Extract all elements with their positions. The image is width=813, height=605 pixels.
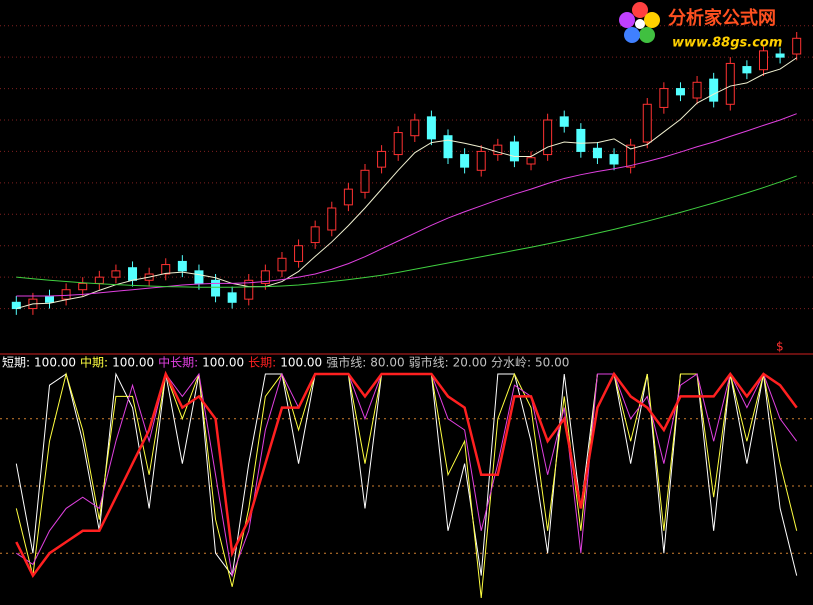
candle-body xyxy=(642,103,652,143)
legend-entry: 100.00 xyxy=(34,356,76,370)
legend-entry: 长期: xyxy=(248,356,276,370)
candle-body xyxy=(177,260,187,272)
candle-body xyxy=(244,279,254,300)
candle-body xyxy=(227,292,237,303)
candle-body xyxy=(45,295,55,303)
candle-body xyxy=(493,144,503,156)
legend-entry: 50.00 xyxy=(535,356,569,370)
candle-body xyxy=(509,141,519,162)
candle-body xyxy=(709,78,719,102)
candle-body xyxy=(426,116,436,140)
legend-entry: 100.00 xyxy=(280,356,322,370)
candle-body xyxy=(377,150,387,168)
candle-body xyxy=(592,147,602,159)
ma-line xyxy=(16,175,797,288)
ma-line xyxy=(16,57,797,310)
logo-center xyxy=(635,19,645,29)
candle-body xyxy=(460,154,470,168)
candle-body xyxy=(294,245,304,262)
logo-title: 分析家公式网 xyxy=(668,7,776,29)
candle-body xyxy=(61,289,71,300)
candle-body xyxy=(758,50,768,71)
candle-body xyxy=(626,144,636,168)
candle-body xyxy=(94,276,104,284)
logo-petal xyxy=(619,12,635,28)
legend-entry: 100.00 xyxy=(202,356,244,370)
candle-body xyxy=(692,81,702,99)
legend-entry: 20.00 xyxy=(453,356,487,370)
logo-url: www.88gs.com xyxy=(672,36,782,51)
candle-body xyxy=(211,279,221,297)
legend-entry: 100.00 xyxy=(112,356,154,370)
candle-body xyxy=(128,267,138,281)
ma-line xyxy=(16,113,797,297)
indicator-line xyxy=(15,372,798,577)
candle-body xyxy=(161,264,171,275)
candle-body xyxy=(327,207,337,231)
candle-body xyxy=(576,128,586,152)
legend-entry: 强市线: xyxy=(326,355,366,370)
candle-body xyxy=(742,66,752,74)
candle-body xyxy=(443,135,453,159)
candle-body xyxy=(543,119,553,156)
candle-body xyxy=(526,157,536,165)
legend-entry: 中长期: xyxy=(158,355,198,370)
logo: 分析家公式网 www.88gs.com xyxy=(619,2,782,51)
candle-body xyxy=(725,62,735,105)
candle-body xyxy=(310,226,320,244)
legend-entry: 分水岭: xyxy=(491,356,531,370)
candle-body xyxy=(111,270,121,278)
marker: $ xyxy=(776,340,784,354)
candle-body xyxy=(78,282,88,291)
legend-entry: 80.00 xyxy=(370,356,404,370)
candle-body xyxy=(277,257,287,272)
candle-body xyxy=(675,88,685,96)
logo-petal xyxy=(624,27,640,43)
candle-body xyxy=(393,132,403,156)
candle-body xyxy=(792,37,802,55)
candle-body xyxy=(609,154,619,165)
candle-body xyxy=(410,119,420,137)
candle-body xyxy=(260,270,270,284)
candle-body xyxy=(476,150,486,171)
legend-entry: 短期: xyxy=(2,356,30,370)
legend-entry: 弱市线: xyxy=(409,355,449,370)
candle-body xyxy=(659,88,669,108)
candle-body xyxy=(775,53,785,58)
candle-body xyxy=(343,188,353,206)
candle-body xyxy=(360,169,370,193)
indicator-line xyxy=(15,370,798,578)
logo-petal xyxy=(632,2,648,18)
indicator-line xyxy=(16,372,798,578)
candle-body xyxy=(559,116,569,127)
logo-petal xyxy=(644,12,660,28)
logo-petal xyxy=(639,27,655,43)
candle-body xyxy=(194,270,204,284)
legend-entry: 中期: xyxy=(80,355,108,370)
